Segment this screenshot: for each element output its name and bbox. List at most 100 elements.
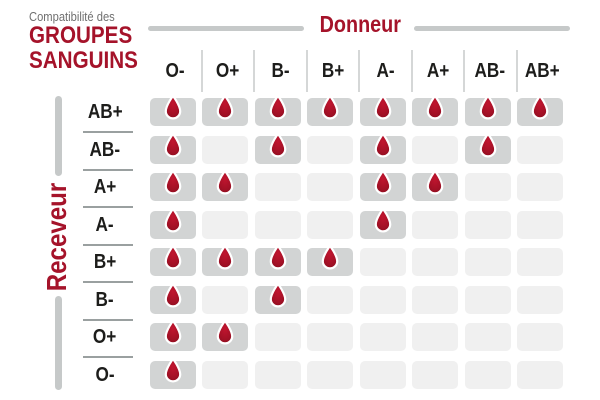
cell-a+-ab+ [517,173,563,202]
donor-column-ab+: AB+ [515,50,569,92]
cell-o--ab+ [517,360,563,389]
blood-drop-icon [426,94,444,120]
cell-o--o+ [202,360,248,389]
receiver-row-ab-: AB- [76,136,134,164]
cell-a+-ab- [464,173,511,202]
cell-o+-a- [359,323,406,352]
receiver-row-a+: A+ [76,173,134,201]
receiver-rule-bottom [55,296,62,390]
blood-drop-icon [164,169,181,195]
receiver-axis-label-text: Receveur [41,182,72,292]
blood-drop-icon [164,244,181,270]
receiver-rule-top [55,96,62,176]
blood-drop-icon [321,244,339,270]
title-line2-text: SANGUINS [29,46,138,74]
cell-b+-ab+ [517,248,563,277]
donor-column-label: A+ [426,60,449,82]
cell-o--a+ [412,360,458,389]
cell-b--a- [359,285,406,314]
cell-a--ab+ [517,210,563,239]
cell-ab+-b+ [307,94,353,126]
cell-o+-b- [254,323,301,352]
cell-ab--b- [254,132,301,164]
receiver-row-label: B+ [93,251,117,274]
cell-ab+-o+ [202,94,248,126]
row-separator [83,243,133,246]
cell-a--a+ [412,210,458,239]
cell-b--b+ [307,285,353,314]
title-eyebrow-text: Compatibilité des [29,9,115,24]
cell-o+-b+ [307,323,353,352]
cell-b+-o- [149,244,196,277]
cell-o+-ab- [464,323,511,352]
receiver-row-o+: O+ [76,323,134,351]
blood-drop-icon [164,282,181,308]
blood-drop-icon [164,207,181,233]
blood-drop-icon [321,94,339,120]
receiver-row-b-: B- [76,286,134,314]
cell-o--a- [359,360,406,389]
receiver-row-label: B- [95,288,115,311]
donor-column-o+: O+ [200,50,254,92]
donor-axis-label: Donneur [303,11,417,38]
cell-o+-ab+ [517,323,563,352]
cell-o+-o+ [202,319,248,352]
donor-column-label: O- [165,60,185,82]
receiver-row-label: AB+ [87,101,123,123]
donor-column-b-: B- [253,50,306,92]
cell-b+-a- [359,248,406,277]
donor-column-ab-: AB- [463,50,516,92]
cell-a--o+ [202,210,248,239]
donor-column-label: O+ [216,60,240,82]
row-separator [83,206,133,209]
donor-column-a+: A+ [410,50,464,92]
cell-a+-b- [254,173,301,202]
cell-b--o+ [202,285,248,314]
donor-column-label: AB+ [525,60,561,82]
receiver-row-ab+: AB+ [76,98,134,126]
title-eyebrow: Compatibilité des [29,9,159,24]
cell-b--o- [149,282,196,314]
cell-o+-a+ [412,323,458,352]
cell-o--o- [149,357,196,389]
title-line1: GROUPES [29,23,159,49]
donor-rule-right [414,26,570,31]
blood-drop-icon [479,132,496,157]
cell-a+-b+ [307,173,353,202]
cell-ab+-ab+ [517,94,563,126]
cell-a+-a+ [412,169,458,202]
cell-a--ab- [464,210,511,239]
donor-rule-left [148,26,304,31]
cell-o--b+ [307,360,353,389]
cell-a+-o- [149,169,196,202]
donor-column-label: B+ [321,60,344,82]
donor-column-label: A- [376,60,395,82]
cell-o--b- [254,360,301,389]
blood-drop-icon [164,357,181,383]
cell-ab--b+ [307,135,353,164]
blood-drop-icon [164,319,181,345]
title-line2: SANGUINS [29,46,159,74]
row-separator [83,131,133,133]
cell-a--o- [149,207,196,239]
donor-axis-label-text: Donneur [319,11,401,37]
blood-drop-icon [479,94,496,120]
cell-b+-ab- [464,248,511,277]
row-separator [83,356,133,359]
donor-column-label: B- [271,60,290,82]
blood-drop-icon [374,132,391,157]
receiver-row-label: A+ [93,176,117,199]
chart-title: Compatibilité des GROUPES SANGUINS [29,9,159,73]
cell-ab--ab+ [517,135,563,164]
blood-drop-icon [216,94,234,120]
cell-ab--o- [149,132,196,164]
cell-b+-b- [254,244,301,277]
blood-drop-icon [164,94,181,120]
donor-columns: O- O+ B- B+ A- A+ AB- AB+ [150,50,568,92]
donor-column-a-: A- [358,50,411,92]
cell-b+-o+ [202,244,248,277]
receiver-row-o-: O- [76,361,134,389]
cell-a--b- [254,210,301,239]
blood-drop-icon [269,132,286,157]
cell-b--ab- [464,285,511,314]
